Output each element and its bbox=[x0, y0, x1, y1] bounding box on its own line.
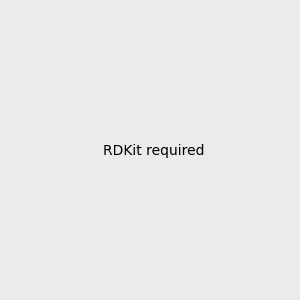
Text: RDKit required: RDKit required bbox=[103, 145, 205, 158]
